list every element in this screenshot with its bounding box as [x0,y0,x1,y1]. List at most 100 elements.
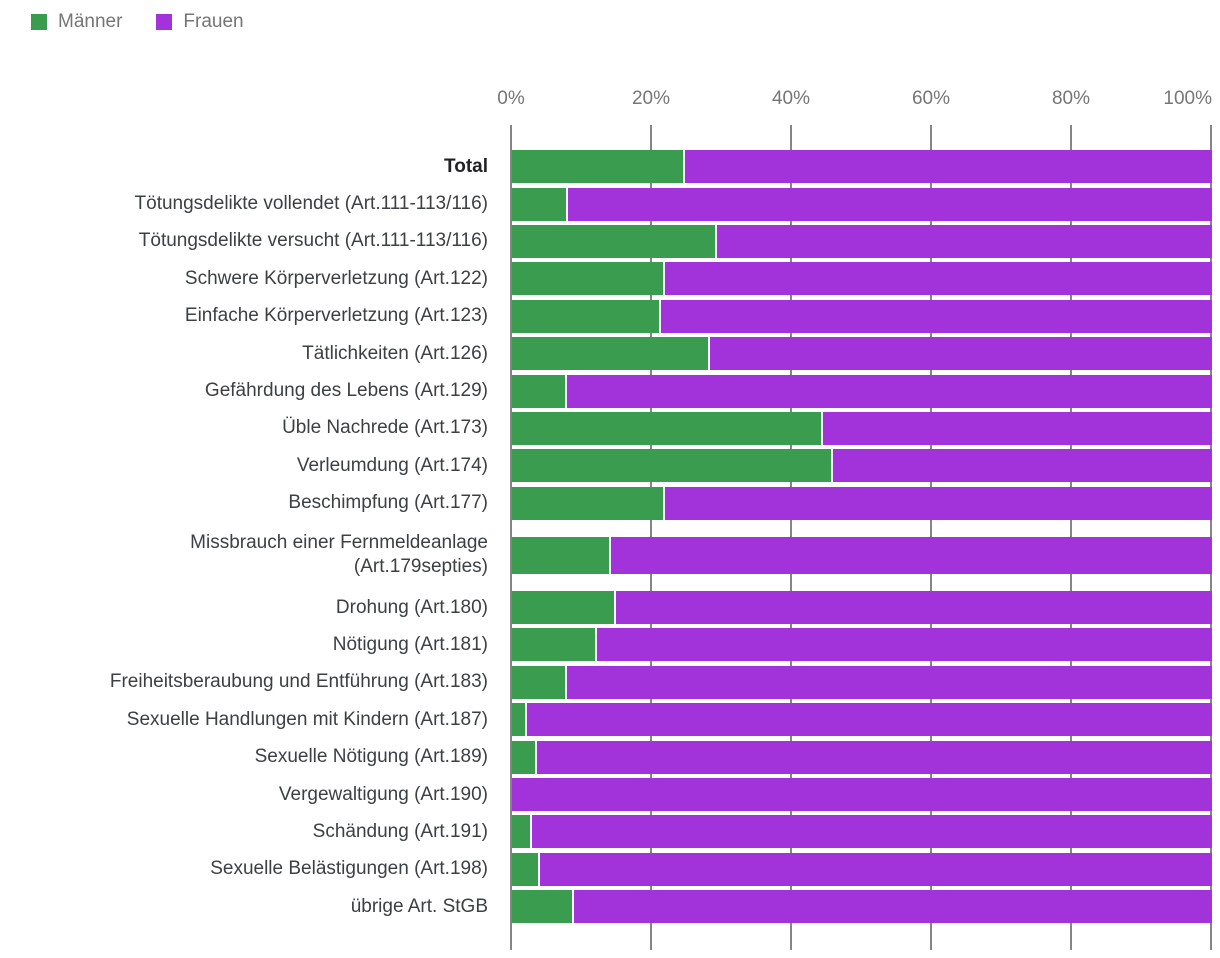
bar-segment-maenner [512,486,665,520]
x-axis-tick-label: 40% [771,88,811,109]
chart-row: Freiheitsberaubung und Entführung (Art.1… [0,664,1220,701]
chart-row: Beschimpfung (Art.177) [0,485,1220,522]
x-axis-tick-label: 80% [1051,88,1091,109]
chart-row: Sexuelle Belästigungen (Art.198) [0,851,1220,888]
bar-segment-frauen [567,374,1212,408]
category-label: Sexuelle Nötigung (Art.189) [254,746,488,768]
bar-segment-frauen [567,665,1212,699]
chart-row: übrige Art. StGB [0,888,1220,925]
chart-row: Vergewaltigung (Art.190) [0,776,1220,813]
chart-row: Missbrauch einer Fernmeldeanlage (Art.17… [0,522,1220,589]
category-label: Sexuelle Handlungen mit Kindern (Art.187… [126,708,488,730]
bar-track [512,740,1212,774]
category-label: übrige Art. StGB [350,895,488,917]
chart-row: Total [0,148,1220,185]
chart-row: Tätlichkeiten (Art.126) [0,335,1220,372]
x-axis-tick-label: 100% [1163,88,1212,109]
chart-row: Üble Nachrede (Art.173) [0,410,1220,447]
gridline [510,125,512,950]
bar-segment-frauen [717,224,1212,258]
bar-segment-frauen [568,187,1212,221]
legend-swatch-icon [31,14,47,30]
chart-row: Verleumdung (Art.174) [0,447,1220,484]
bar-segment-frauen [526,703,1212,737]
bar-segment-frauen [664,486,1212,520]
bar-track [512,628,1212,662]
bar-segment-maenner [512,628,597,662]
chart-row: Drohung (Art.180) [0,589,1220,626]
bar-segment-maenner [512,224,718,258]
x-axis-tick-label: 0% [497,88,525,109]
bar-track [512,852,1212,886]
bar-segment-frauen [536,740,1212,774]
bar-segment-frauen [512,778,1212,812]
bar-track [512,536,1212,574]
bar-segment-maenner [512,374,568,408]
bar-segment-maenner [512,665,568,699]
category-label: Gefährdung des Lebens (Art.129) [204,380,488,402]
bar-track [512,150,1212,184]
bar-track [512,337,1212,371]
category-label: Verleumdung (Art.174) [296,454,488,476]
bar-segment-frauen [540,852,1212,886]
category-label: Nötigung (Art.181) [332,633,488,655]
bar-track [512,449,1212,483]
bar-segment-frauen [684,150,1212,184]
category-label: Tötungsdelikte vollendet (Art.111-113/11… [134,193,488,215]
bar-track [512,299,1212,333]
bar-segment-maenner [512,262,666,296]
legend-swatch-icon [156,14,173,30]
bar-segment-frauen [574,890,1212,924]
category-label: Drohung (Art.180) [335,596,488,618]
x-axis-tick-label: 60% [911,88,951,109]
bar-segment-maenner [512,890,575,924]
category-label: Üble Nachrede (Art.173) [282,417,488,439]
bar-track [512,411,1212,445]
bar-segment-maenner [512,150,685,184]
bar-track [512,890,1212,924]
category-label: Sexuelle Belästigungen (Art.198) [210,858,488,880]
category-label: Missbrauch einer Fernmeldeanlage (Art.17… [190,532,488,578]
category-label: Beschimpfung (Art.177) [288,492,488,514]
chart-row: Sexuelle Handlungen mit Kindern (Art.187… [0,701,1220,738]
bar-segment-maenner [512,852,540,886]
bar-segment-maenner [512,703,527,737]
bar-track [512,187,1212,221]
bar-track [512,486,1212,520]
bar-segment-frauen [596,628,1212,662]
chart-rows: Total Tötungsdelikte vollendet (Art.111-1… [0,148,1220,925]
bar-segment-frauen [615,591,1212,625]
chart-row: Gefährdung des Lebens (Art.129) [0,372,1220,409]
bar-segment-maenner [512,815,532,849]
category-label: Tätlichkeiten (Art.126) [302,342,488,364]
bar-segment-frauen [661,299,1212,333]
bar-segment-frauen [665,262,1212,296]
bar-segment-maenner [512,299,662,333]
bar-segment-maenner [512,411,823,445]
category-label: Freiheitsberaubung und Entführung (Art.1… [109,671,488,693]
bar-segment-frauen [833,449,1212,483]
bar-segment-frauen [531,815,1212,849]
chart-row: Einfache Körperverletzung (Art.123) [0,298,1220,335]
category-label: Vergewaltigung (Art.190) [278,783,488,805]
bar-segment-frauen [710,337,1212,371]
bar-segment-maenner [512,740,537,774]
bar-segment-maenner [512,591,616,625]
bar-segment-frauen [610,536,1212,574]
x-axis-tick-label: 20% [631,88,671,109]
bar-track [512,374,1212,408]
bar-track [512,262,1212,296]
bar-segment-maenner [512,337,711,371]
bar-track [512,778,1212,812]
bar-track [512,703,1212,737]
chart-row: Schwere Körperverletzung (Art.122) [0,260,1220,297]
chart-row: Nötigung (Art.181) [0,626,1220,663]
chart-row: Tötungsdelikte vollendet (Art.111-113/11… [0,185,1220,222]
legend-item: Männer [31,11,122,33]
chart-row: Tötungsdelikte versucht (Art.111-113/116… [0,223,1220,260]
chart-row: Schändung (Art.191) [0,813,1220,850]
bar-track [512,665,1212,699]
category-label: Total [444,155,488,177]
category-label: Schwere Körperverletzung (Art.122) [184,267,488,289]
